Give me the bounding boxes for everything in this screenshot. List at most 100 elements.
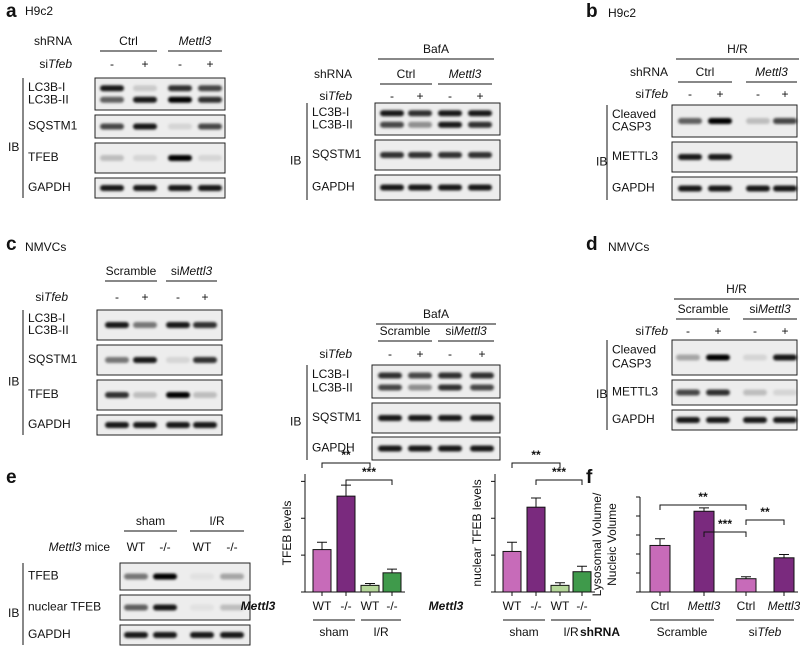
band [438, 445, 462, 452]
row-label: TFEB [28, 150, 59, 164]
band [378, 445, 402, 452]
band [198, 85, 222, 92]
lane-sign: - [756, 87, 760, 101]
row-label: LC3B-I [312, 105, 349, 119]
lane-group-part: si [171, 264, 180, 278]
bar [735, 578, 757, 593]
band [378, 384, 402, 391]
band [743, 389, 767, 396]
row-label: CASP3 [612, 357, 652, 371]
band [133, 357, 157, 363]
lane-sign: + [141, 57, 148, 71]
band [124, 604, 148, 611]
lane-sign: + [416, 89, 423, 103]
panel-letter: d [586, 234, 598, 255]
row-label: SQSTM1 [28, 119, 78, 133]
band [678, 185, 702, 192]
lane-sign: + [141, 290, 148, 304]
band [678, 118, 702, 124]
lane-sign: -/- [226, 540, 237, 554]
blot-strip [371, 364, 501, 399]
lane-label-part: si [635, 324, 644, 338]
bar [572, 571, 592, 593]
lane-group-part: Mettl3 [179, 264, 212, 278]
band [133, 123, 157, 130]
band [408, 384, 432, 391]
band [190, 573, 214, 580]
band [438, 152, 462, 158]
band [378, 415, 402, 421]
significance-label: ** [341, 448, 351, 462]
band [380, 152, 404, 158]
band [773, 417, 797, 423]
lane-label-part: mice [81, 540, 110, 554]
band [676, 354, 700, 361]
lane-group: sham [136, 514, 165, 528]
band [133, 185, 157, 191]
blot-strip [371, 436, 501, 461]
row-label: LC3B-II [28, 323, 69, 337]
row-label: GAPDH [612, 412, 655, 426]
lane-sign: - [110, 57, 114, 71]
lane-group: siMettl3 [749, 302, 791, 316]
band [190, 604, 214, 611]
lane-sign: -/- [159, 540, 170, 554]
row-label: GAPDH [28, 417, 71, 431]
x-tick-label: WT [503, 599, 522, 613]
row-label: LC3B-II [312, 380, 353, 394]
bar [649, 544, 671, 593]
band [438, 372, 462, 379]
x-axis-label: shRNA [580, 625, 620, 639]
blot-header: BafA [423, 42, 449, 56]
band [438, 415, 462, 421]
band [706, 389, 730, 396]
band [124, 632, 148, 638]
x-tick-label-part: Mettl3 [688, 599, 721, 613]
band [468, 121, 492, 128]
band [408, 445, 432, 452]
band [153, 573, 177, 580]
lane-sign: - [178, 57, 182, 71]
row-label: Cleaved [612, 343, 656, 357]
band [198, 123, 222, 130]
band [105, 422, 129, 428]
bar [360, 584, 380, 593]
band [220, 573, 244, 580]
row-label: GAPDH [312, 180, 355, 194]
y-axis-label: nuclear TFEB levels [470, 479, 484, 586]
lane-label: Mettl3 mice [49, 540, 111, 554]
lane-group: Ctrl [119, 34, 138, 48]
band [706, 354, 730, 361]
panel-letter: e [6, 467, 17, 488]
band [198, 155, 222, 161]
lane-label: siTfeb [319, 347, 352, 361]
band [746, 185, 770, 192]
band [380, 121, 404, 128]
band [133, 392, 157, 398]
lane-label-part: Mettl3 [49, 540, 82, 554]
lane-group: Scramble [380, 324, 431, 338]
significance-bracket [345, 479, 393, 485]
ib-label: IB [596, 387, 607, 401]
significance-bracket [321, 462, 371, 468]
band [380, 184, 404, 191]
lane-group-part: si [445, 324, 454, 338]
band [193, 322, 217, 328]
lane-label-part: Tfeb [44, 290, 68, 304]
band [438, 121, 462, 128]
band [168, 185, 192, 191]
band [105, 322, 129, 328]
group-label: I/R [563, 625, 579, 639]
lane-sign: - [753, 324, 757, 338]
lane-label-part: Tfeb [328, 347, 352, 361]
ib-label: IB [8, 140, 19, 154]
band [166, 392, 190, 398]
x-tick-label: WT [551, 599, 570, 613]
band [166, 422, 190, 428]
band [133, 322, 157, 328]
band [708, 118, 732, 124]
row-label: SQSTM1 [312, 410, 362, 424]
band [438, 184, 462, 191]
row-label: TFEB [28, 387, 59, 401]
